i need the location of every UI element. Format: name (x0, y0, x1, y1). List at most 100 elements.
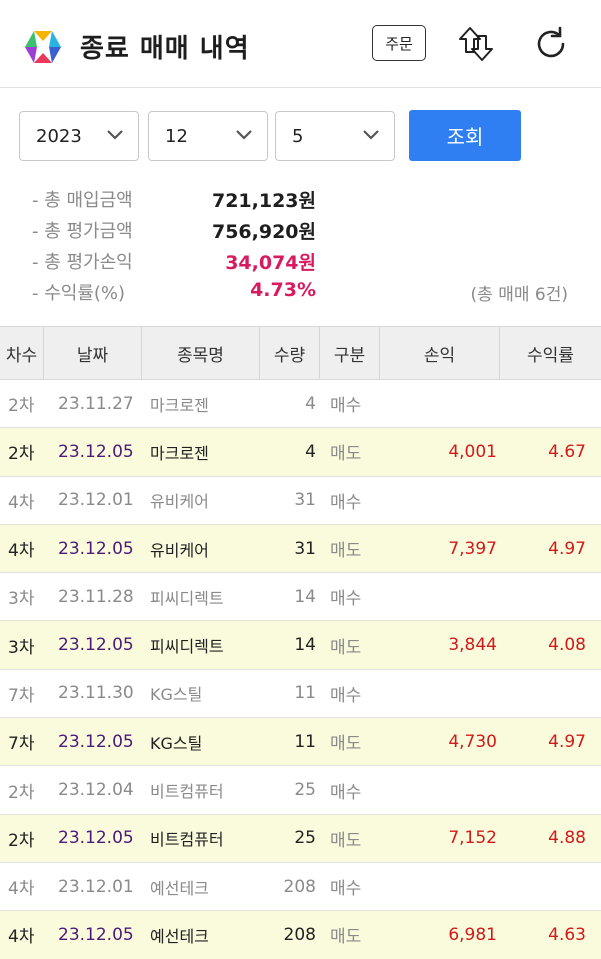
column-header-stock-name: 종목명 (142, 327, 260, 379)
cell-return-rate: 4.08 (548, 635, 586, 656)
cell-return-rate: 4.97 (548, 538, 586, 559)
cell-round: 2차 (8, 444, 35, 465)
cell-stock-name: 비트컴퓨터 (150, 830, 224, 850)
cell-round: 4차 (8, 879, 35, 900)
cell-quantity: 25 (294, 828, 316, 849)
cell-profit-loss: 4,730 (448, 731, 497, 752)
cell-round: 3차 (8, 589, 35, 610)
table-row[interactable]: 4차 23.12.01 유비케어 31 매수 (0, 476, 601, 525)
table-row[interactable]: 4차 23.12.01 예선테크 208 매수 (0, 862, 601, 912)
cell-stock-name: 마크로젠 (150, 443, 209, 463)
cell-date: 23.12.05 (58, 538, 134, 559)
swap-icon[interactable] (456, 24, 496, 64)
cell-return-rate: 4.88 (548, 828, 586, 849)
cell-type: 매도 (330, 734, 362, 755)
column-header-profit-loss: 손익 (380, 327, 500, 379)
cell-return-rate: 4.97 (548, 731, 586, 752)
cell-quantity: 11 (294, 683, 316, 704)
refresh-icon[interactable] (532, 25, 570, 63)
cell-profit-loss: 6,981 (448, 924, 497, 945)
cell-stock-name: KG스틸 (150, 733, 203, 753)
cell-date: 23.12.05 (58, 635, 134, 656)
cell-quantity: 14 (294, 635, 316, 656)
cell-profit-loss: 4,001 (448, 441, 497, 462)
cell-quantity: 14 (294, 586, 316, 607)
table-row[interactable]: 3차 23.12.05 피씨디렉트 14 매도 3,844 4.08 (0, 621, 601, 670)
cell-profit-loss: 7,152 (448, 828, 497, 849)
table-row[interactable]: 2차 23.11.27 마크로젠 4 매수 (0, 380, 601, 429)
table-row[interactable]: 7차 23.11.30 KG스틸 11 매수 (0, 669, 601, 719)
cell-profit-loss: 7,397 (448, 538, 497, 559)
cell-date: 23.11.28 (58, 586, 134, 607)
cell-stock-name: 유비케어 (150, 492, 209, 512)
cell-stock-name: 비트컴퓨터 (150, 782, 224, 802)
table-row[interactable]: 2차 23.12.05 비트컴퓨터 25 매도 7,152 4.88 (0, 814, 601, 863)
table-header: 차수 날짜 종목명 수량 구분 손익 수익률 (0, 326, 601, 380)
cell-type: 매도 (330, 830, 362, 851)
cell-round: 7차 (8, 734, 35, 755)
cell-type: 매수 (330, 589, 362, 610)
cell-quantity: 11 (294, 731, 316, 752)
cell-type: 매수 (330, 879, 362, 900)
cell-round: 4차 (8, 492, 35, 513)
cell-type: 매수 (330, 782, 362, 803)
summary-label-total-eval: - 총 평가금액 (32, 221, 133, 242)
cell-date: 23.12.05 (58, 441, 134, 462)
cell-type: 매수 (330, 492, 362, 513)
cell-stock-name: KG스틸 (150, 685, 203, 705)
order-button[interactable]: 주문 (372, 25, 426, 61)
year-select-value: 2023 (36, 125, 82, 147)
cell-return-rate: 4.63 (548, 924, 586, 945)
cell-profit-loss: 3,844 (448, 635, 497, 656)
summary-value-total-buy: 721,123원 (211, 190, 316, 212)
cell-quantity: 208 (283, 924, 316, 945)
app-header: 종료 매매 내역 주문 (0, 0, 601, 88)
table-row[interactable]: 3차 23.11.28 피씨디렉트 14 매수 (0, 573, 601, 622)
table-body: 2차 23.11.27 마크로젠 4 매수 2차 23.12.05 마크로젠 4 매도 4,001 4… (0, 380, 601, 959)
cell-date: 23.12.05 (58, 731, 134, 752)
cell-stock-name: 마크로젠 (150, 395, 209, 415)
summary-label-total-buy: - 총 매입금액 (32, 190, 133, 211)
cell-return-rate: 4.67 (548, 441, 586, 462)
cell-round: 2차 (8, 830, 35, 851)
cell-date: 23.11.30 (58, 683, 134, 704)
column-header-return-rate: 수익률 (527, 345, 574, 366)
month-select-value: 12 (165, 125, 188, 147)
column-header-type: 구분 (320, 327, 380, 379)
cell-date: 23.12.05 (58, 828, 134, 849)
cell-quantity: 4 (305, 393, 316, 414)
page-title: 종료 매매 내역 (80, 34, 250, 64)
column-header-quantity: 수량 (260, 327, 320, 379)
cell-round: 3차 (8, 637, 35, 658)
cell-round: 2차 (8, 782, 35, 803)
cell-quantity: 25 (294, 780, 316, 801)
total-trade-count: (총 매매 6건) (470, 285, 568, 305)
trade-history-table: 차수 날짜 종목명 수량 구분 손익 수익률 2차 23.11.27 마크로젠 4 매수… (0, 326, 601, 959)
cell-stock-name: 유비케어 (150, 540, 209, 560)
cell-type: 매도 (330, 444, 362, 465)
cell-quantity: 208 (283, 876, 316, 897)
cell-type: 매도 (330, 637, 362, 658)
cell-date: 23.12.01 (58, 490, 134, 511)
table-row[interactable]: 4차 23.12.05 예선테크 208 매도 6,981 4.63 (0, 911, 601, 959)
app-logo-icon (25, 31, 61, 63)
column-header-date: 날짜 (44, 327, 142, 379)
cell-round: 4차 (8, 541, 35, 562)
cell-stock-name: 예선테크 (150, 926, 209, 946)
query-button[interactable]: 조회 (409, 110, 521, 161)
cell-date: 23.12.01 (58, 876, 134, 897)
table-row[interactable]: 4차 23.12.05 유비케어 31 매도 7,397 4.97 (0, 524, 601, 574)
table-row[interactable]: 7차 23.12.05 KG스틸 11 매도 4,730 4.97 (0, 718, 601, 767)
cell-type: 매도 (330, 541, 362, 562)
cell-type: 매수 (330, 396, 362, 417)
table-row[interactable]: 2차 23.12.05 마크로젠 4 매도 4,001 4.67 (0, 428, 601, 477)
chevron-down-icon (107, 130, 123, 140)
cell-date: 23.12.05 (58, 924, 134, 945)
cell-round: 7차 (8, 685, 35, 706)
year-select[interactable]: 2023 (19, 111, 139, 161)
day-select[interactable]: 5 (275, 111, 395, 161)
cell-date: 23.12.04 (58, 780, 134, 801)
table-row[interactable]: 2차 23.12.04 비트컴퓨터 25 매수 (0, 766, 601, 815)
cell-quantity: 31 (294, 490, 316, 511)
month-select[interactable]: 12 (148, 111, 268, 161)
